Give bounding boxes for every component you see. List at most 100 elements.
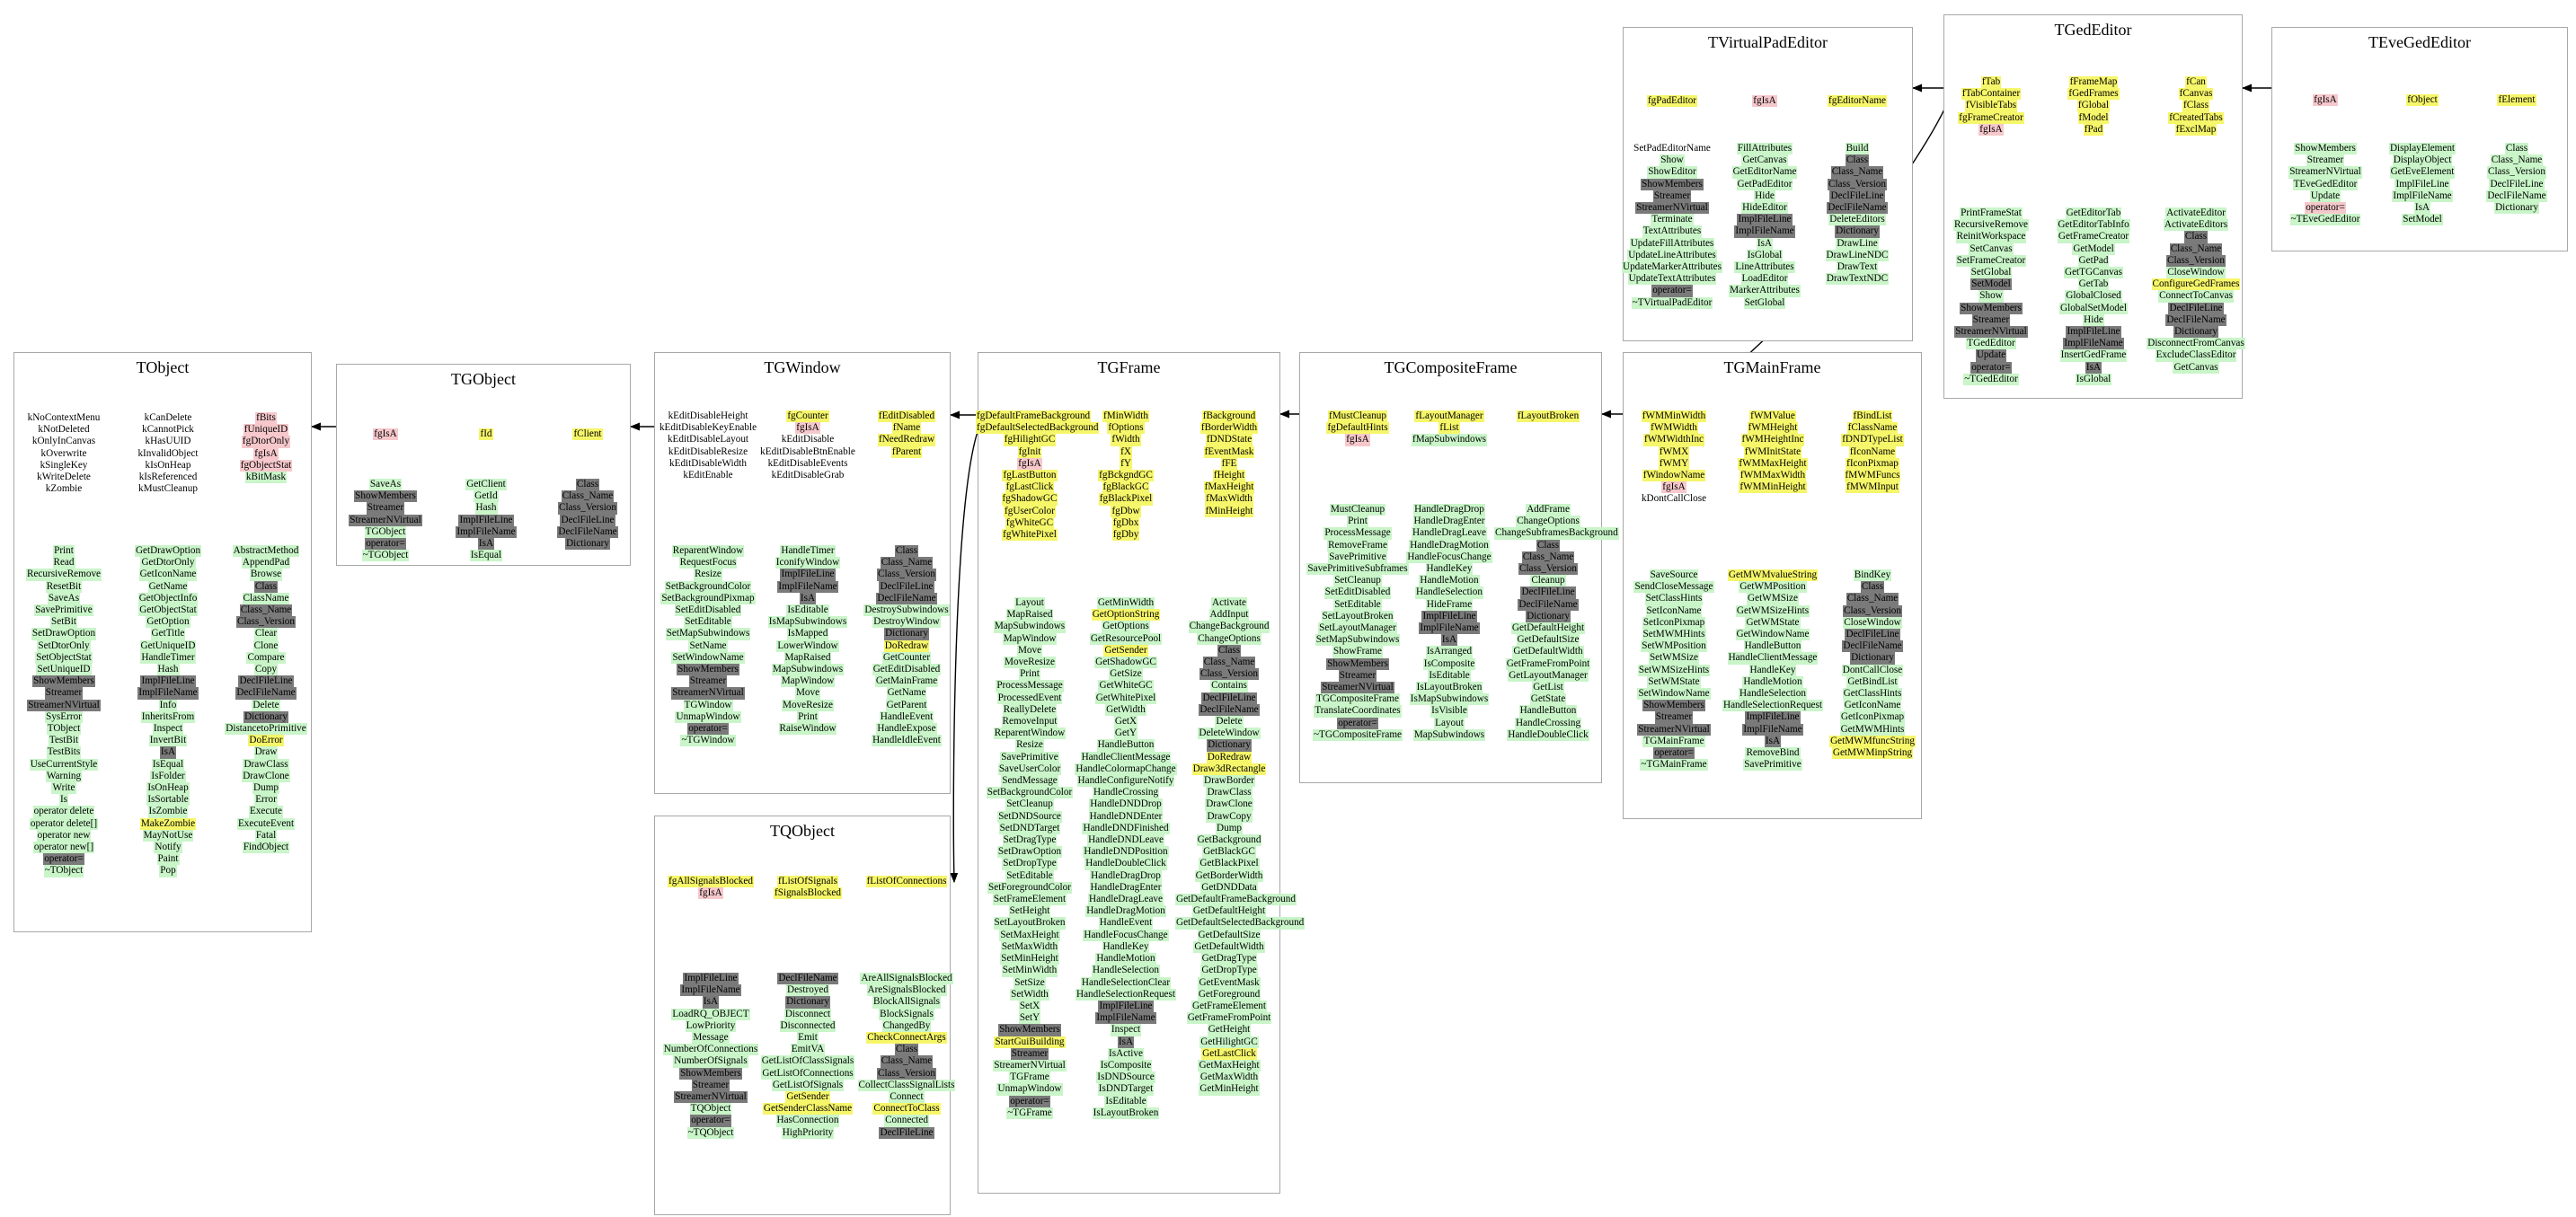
member-fwmminheight: fWMMinHeight (1739, 481, 1807, 494)
member-addinput: AddInput (1208, 609, 1250, 622)
member-geteditdisabled: GetEditDisabled (872, 664, 942, 676)
class-title: TGMainFrame (1723, 358, 1821, 376)
member-doredraw: DoRedraw (1206, 751, 1253, 763)
member-handleevent: HandleEvent (879, 710, 934, 724)
member-declfilename: DeclFileName (2165, 313, 2226, 327)
member-fgdefaultframebackground: fgDefaultFrameBackground (976, 410, 1092, 423)
member-maynotuse: MayNotUse (142, 829, 194, 842)
member-lineattributes: LineAttributes (1734, 261, 1795, 274)
member-streamer: Streamer (688, 675, 728, 688)
member-handledragenter: HandleDragEnter (1089, 881, 1163, 895)
member-streamernvirtual: StreamerNVirtual (2288, 166, 2362, 179)
member-fmapsubwindows: fMapSubwindows (1411, 434, 1488, 446)
member-gettitle: GetTitle (150, 628, 186, 640)
member-column: Class Class_Name Class_Version DeclFileLine… (2463, 143, 2571, 215)
member-declfileline: DeclFileLine (238, 675, 294, 688)
member-drawtext: DrawText (1836, 261, 1879, 274)
member-declfileline: DeclFileLine (1201, 692, 1257, 704)
member-seticonname: SetIconName (1645, 604, 1703, 617)
member-showmembers: ShowMembers (2294, 143, 2357, 155)
member-inspect: Inspect (1110, 1024, 1142, 1036)
member-keditdisableheight: kEditDisableHeight (668, 410, 748, 421)
member-getsize: GetSize (1109, 668, 1143, 681)
member-getbackground: GetBackground (1196, 834, 1262, 847)
member-fgisa: fgIsA (795, 422, 820, 435)
member-getuniqueid: GetUniqueID (139, 639, 197, 652)
member-setdndtarget: SetDNDTarget (998, 822, 1061, 835)
member-konlyincanvas: kOnlyInCanvas (31, 436, 96, 447)
member-fgdtoronly: fgDtorOnly (241, 436, 291, 448)
member-streamer: Streamer (2306, 154, 2345, 167)
member-reparentwindow: ReparentWindow (993, 728, 1067, 740)
member-getdefaultwidth: GetDefaultWidth (1512, 646, 1584, 658)
member-column: ReparentWindow RequestFocus Resize SetBackg… (654, 545, 762, 747)
member-isa: IsA (159, 746, 177, 759)
member-processmessage: ProcessMessage (1323, 527, 1392, 540)
member-fclassname: fClassName (1846, 422, 1899, 435)
member-dictionary: Dictionary (785, 996, 830, 1009)
member-seteditable: SetEditable (1005, 869, 1054, 882)
member-fgdefaulthints: fgDefaultHints (1326, 422, 1389, 435)
member-setframeelement: SetFrameElement (992, 894, 1067, 906)
member-changeoptions: ChangeOptions (1516, 516, 1580, 528)
member-tqobject: TQObject (689, 1103, 732, 1116)
member-fclass: fClass (2182, 100, 2209, 112)
member-isdndsource: IsDNDSource (1096, 1071, 1155, 1084)
member-getwmsize: GetWMSize (1747, 593, 1799, 605)
member-column: AbstractMethod AppendPad Browse Class ClassN… (212, 545, 320, 854)
member-setglobal: SetGlobal (1970, 267, 2013, 279)
member-fneedredraw: fNeedRedraw (877, 434, 936, 446)
member-tgwindow: ~TGWindow (680, 735, 736, 747)
member-deleteeditors: DeleteEditors (1828, 214, 1886, 226)
member-fwmmaxheight: fWMMaxHeight (1738, 457, 1808, 471)
member-column: fBindList fClassName fDNDTypeList fIconName… (1819, 410, 1926, 494)
member-setobjectstat: SetObjectStat (35, 651, 93, 665)
member-setminwidth: SetMinWidth (1001, 965, 1058, 977)
member-numberofsignals: NumberOfSignals (673, 1055, 748, 1068)
member-keditdisablewidth: kEditDisableWidth (669, 457, 747, 469)
member-declfilename: DeclFileName (777, 973, 838, 985)
member-getmainframe: GetMainFrame (874, 675, 939, 688)
class-box-tgmainframe: TGMainFrame fWMMinWidth fWMWidth fWMWidthIn… (1623, 352, 1922, 819)
member-fgdbw: fgDbw (1111, 505, 1141, 517)
class-box-tgwindow: TGWindow kEditDisableHeight kEditDisableKe… (654, 352, 951, 794)
member-fmwmfuncs: fMWMFuncs (1844, 470, 1901, 482)
member-showmembers: ShowMembers (677, 664, 739, 676)
member-ficonname: fIconName (1848, 445, 1897, 458)
member-markerattributes: MarkerAttributes (1729, 285, 1801, 297)
member-getdnddata: GetDNDData (1200, 881, 1258, 895)
member-drawlinendc: DrawLineNDC (1825, 249, 1890, 262)
member-class-name: Class_Name (1202, 657, 1256, 669)
member-setglobal: SetGlobal (1743, 296, 1786, 309)
member-handledoubleclick: HandleDoubleClick (1507, 728, 1589, 742)
member-column: Class Class_Name Class_Version DeclFileLine… (853, 545, 960, 747)
member-class: Class (1860, 581, 1885, 594)
class-box-tevegededitor: TEveGedEditor fgIsA fObject fElement ShowMem… (2271, 27, 2568, 251)
member-column: kCanDelete kCannotPick kHasUUID kInvalidObj… (114, 412, 222, 495)
member-emitva: EmitVA (790, 1044, 826, 1056)
member-column: GetDrawOption GetDtorOnly GetIconName GetNa… (114, 545, 222, 877)
member-startguibuilding: StartGuiBuilding (994, 1036, 1066, 1048)
member-class: Class (1217, 644, 1242, 657)
member-kdontcallclose: kDontCallClose (1641, 493, 1707, 505)
member-column: fWMMinWidth fWMWidth fWMWidthInc fWMX fWMY fW… (1620, 410, 1728, 506)
member-class-name: Class_Name (1521, 551, 1575, 564)
member-setwindowname: SetWindowName (671, 651, 745, 665)
member-fdndtypelist: fDNDTypeList (1841, 434, 1904, 446)
member-saveprimitive: SavePrimitive (1743, 759, 1802, 772)
member-sety: SetY (1018, 1012, 1041, 1025)
member-fgshadowgc: fgShadowGC (1001, 493, 1058, 506)
member-streamer: Streamer (691, 1079, 730, 1092)
member-operator: operator= (365, 538, 406, 551)
member-setwindowname: SetWindowName (1637, 688, 1711, 701)
member-handlemotion: HandleMotion (1742, 675, 1803, 689)
member-handleselectionrequest: HandleSelectionRequest (1076, 988, 1176, 1001)
member-column: fCan fCanvas fClass fCreatedTabs fExclMap (2142, 76, 2250, 137)
member-iseditable: IsEditable (1104, 1095, 1147, 1107)
member-areallsignalsblocked: AreAllSignalsBlocked (860, 973, 953, 985)
class-title: TGObject (451, 370, 516, 388)
member-column: DeclFileName Destroyed Dictionary Disconnec… (754, 973, 862, 1139)
member-getborderwidth: GetBorderWidth (1194, 869, 1264, 882)
member-gety: GetY (1113, 728, 1138, 740)
member-geteventmask: GetEventMask (1198, 976, 1261, 989)
